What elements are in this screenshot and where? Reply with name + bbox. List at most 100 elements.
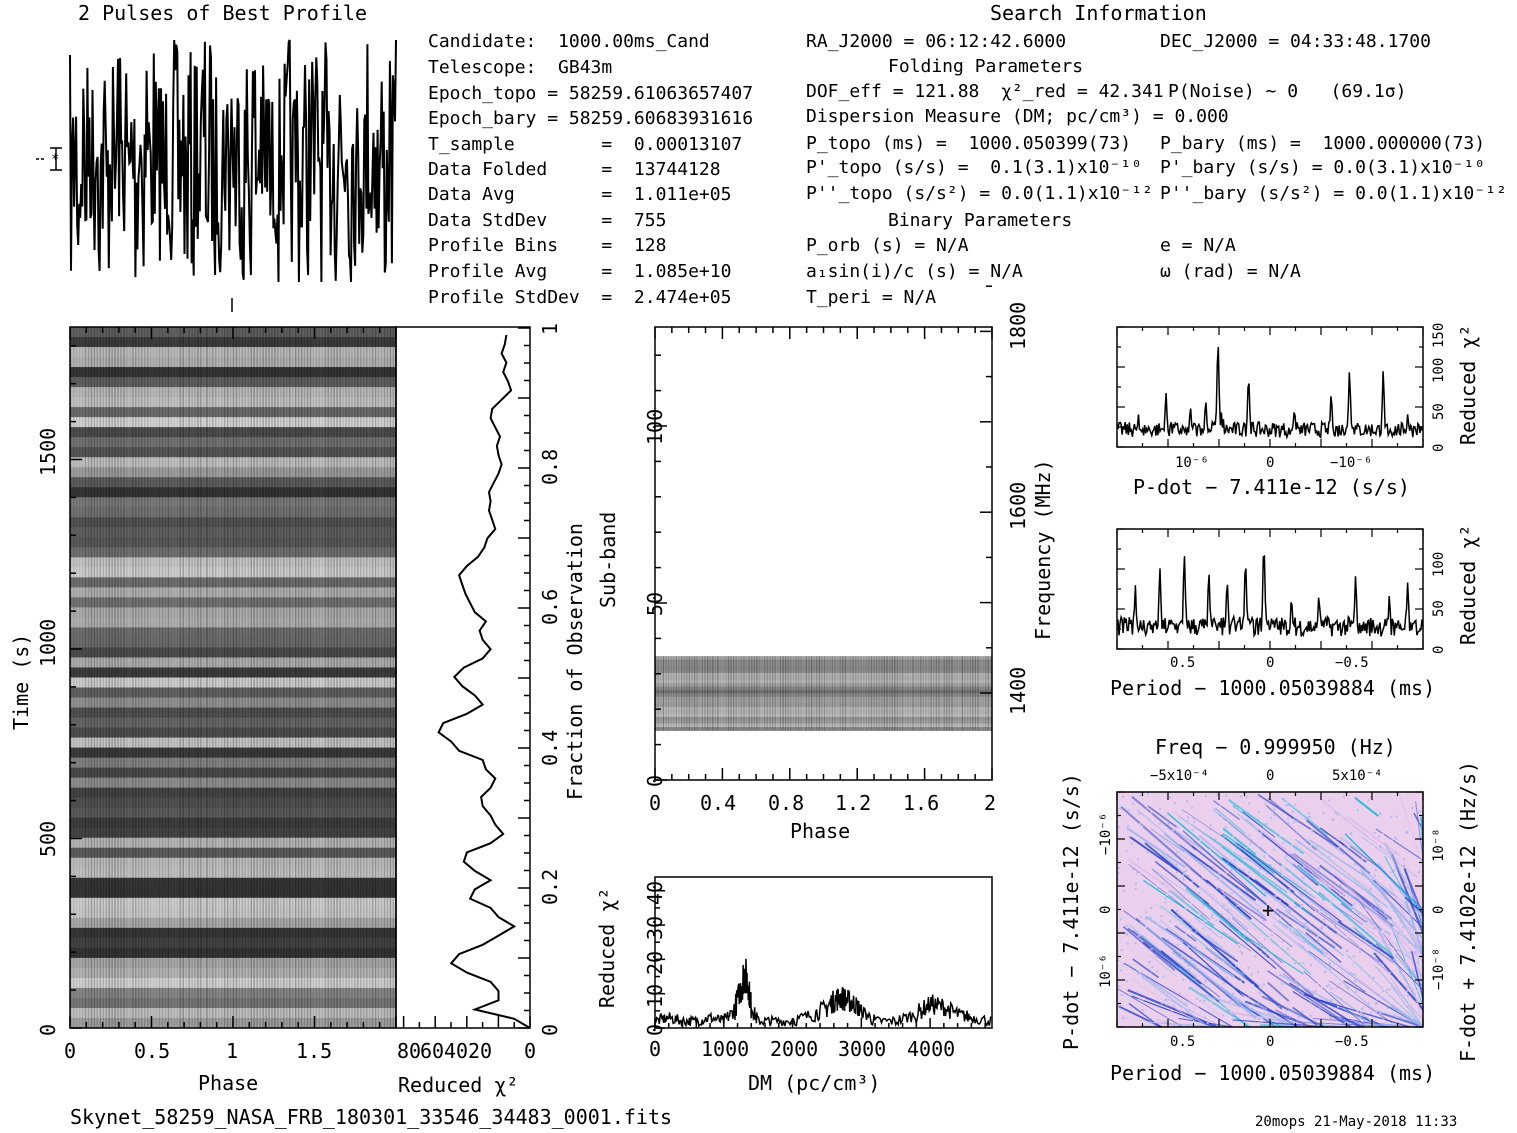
subband-stripe xyxy=(977,656,979,731)
ppdot-speckle xyxy=(1375,885,1377,888)
ppdot-speckle xyxy=(1324,970,1326,973)
ppdot-speckle xyxy=(1227,918,1230,921)
ppdot-speckle xyxy=(1363,800,1366,803)
ppdot-speckle xyxy=(1383,957,1386,960)
ppdot-speckle xyxy=(1245,847,1248,850)
dm-ylabel: Reduced χ² xyxy=(595,888,619,1008)
ppdot-speckle xyxy=(1301,1010,1304,1013)
ppdot-speckle xyxy=(1411,806,1414,809)
ppdot-speckle xyxy=(1135,872,1138,875)
ppdot-streak xyxy=(1252,871,1283,895)
subband-row xyxy=(655,689,992,694)
ppdot-speckle xyxy=(1337,846,1340,849)
subband-stripe xyxy=(855,656,857,731)
ppdot-speckle xyxy=(1414,951,1416,954)
ppdot-speckle xyxy=(1294,820,1297,823)
time-phase-row xyxy=(70,547,396,558)
ppdot-speckle xyxy=(1225,976,1228,979)
time-phase-stripe xyxy=(371,327,374,1028)
dm-ticks xyxy=(654,889,986,1029)
time-phase-stripe xyxy=(297,327,300,1028)
ppdot-speckle xyxy=(1318,1007,1321,1010)
ppdot-speckle xyxy=(1232,955,1235,958)
ppdot-speckle xyxy=(1420,918,1423,921)
search-info-title: Search Information xyxy=(990,1,1207,25)
ppdot-speckle xyxy=(1235,965,1237,968)
ppdot-streak xyxy=(1323,924,1381,963)
time-phase-row xyxy=(70,997,396,1009)
ppdot-speckle xyxy=(1413,970,1416,973)
ppdot-speckle xyxy=(1269,956,1272,958)
ppdot-streak xyxy=(1308,950,1366,993)
ppdot-speckle xyxy=(1170,853,1173,856)
ppdot-speckle xyxy=(1126,933,1128,936)
subband-stripe xyxy=(826,656,828,731)
ppdot-speckle xyxy=(1314,799,1317,802)
ppdot-streak xyxy=(1149,1021,1220,1028)
ppdot-speckle xyxy=(1158,828,1160,831)
ppdot-speckle xyxy=(1135,931,1138,934)
ppdot-speckle xyxy=(1336,813,1339,816)
subband-stripe xyxy=(782,656,784,731)
ppdot-speckle xyxy=(1147,854,1150,856)
ppdot-speckle xyxy=(1310,950,1313,952)
subband-stripe xyxy=(805,656,807,731)
ppdot-speckle xyxy=(1345,985,1348,988)
subband-stripe xyxy=(834,656,836,731)
ppdot-speckle xyxy=(1416,961,1419,964)
ppdot-speckle xyxy=(1138,853,1141,856)
subband-stripe xyxy=(907,656,909,731)
subband-stripe xyxy=(792,656,794,731)
ppdot-speckle xyxy=(1171,819,1174,822)
time-phase-stripe xyxy=(268,327,270,1028)
ppdot-speckle xyxy=(1296,831,1299,834)
ppdot-speckle xyxy=(1420,1011,1423,1014)
ppdot-speckle xyxy=(1224,826,1227,829)
ppdot-streak xyxy=(1373,952,1424,1010)
time-phase-stripe xyxy=(339,327,341,1028)
time-phase-stripe xyxy=(155,327,158,1028)
pd-xtick-2: −10⁻⁶ xyxy=(1330,455,1372,471)
info-tsample: T_sample = 0.00013107 xyxy=(428,134,742,155)
ppdot-speckle xyxy=(1201,924,1204,927)
subband-row xyxy=(655,716,992,721)
time-phase-stripe xyxy=(241,327,244,1028)
subband-row xyxy=(655,723,992,728)
subband-stripe xyxy=(868,656,870,731)
ppdot-speckle xyxy=(1122,887,1125,890)
ppdot-speckle xyxy=(1304,889,1307,892)
ppdot-streak xyxy=(1200,999,1221,1017)
subband-row xyxy=(655,659,992,664)
time-phase-stripe xyxy=(256,327,258,1028)
ppdot-speckle xyxy=(1122,963,1125,966)
ppdot-speckle xyxy=(1209,828,1212,831)
ppdot-speckle xyxy=(1418,871,1420,874)
ppdot-speckle xyxy=(1220,913,1223,916)
folding-params-title: Folding Parameters xyxy=(888,56,1083,77)
ppdot-streak xyxy=(1275,1009,1311,1028)
ppdot-speckle xyxy=(1338,983,1341,985)
ppdot-speckle xyxy=(1227,957,1230,960)
ppdot-speckle xyxy=(1231,973,1234,976)
ppdot-speckle xyxy=(1182,879,1185,882)
ppdot-speckle xyxy=(1347,846,1350,849)
ppdot-speckle xyxy=(1194,960,1197,963)
ppdot-speckle xyxy=(1379,981,1382,984)
ppdot-speckle xyxy=(1257,1008,1260,1011)
subband-stripe xyxy=(816,656,818,731)
subband-stripe xyxy=(761,656,763,731)
ppdot-speckle xyxy=(1272,931,1275,934)
ppdot-speckle xyxy=(1260,872,1263,875)
time-phase-stripe xyxy=(182,327,184,1028)
pp-ytick-1: 0 xyxy=(1098,906,1114,914)
time-phase-stripe xyxy=(158,327,161,1028)
ppdot-speckle xyxy=(1251,1003,1254,1006)
ppdot-speckle xyxy=(1222,982,1225,985)
ppdot-speckle xyxy=(1386,988,1389,991)
time-phase-stripe xyxy=(247,327,249,1028)
subband-stripe xyxy=(847,656,849,731)
time-phase-row xyxy=(70,677,396,689)
ppdot-speckle xyxy=(1186,819,1189,822)
ppdot-speckle xyxy=(1122,795,1125,798)
time-phase-stripe xyxy=(374,327,377,1028)
